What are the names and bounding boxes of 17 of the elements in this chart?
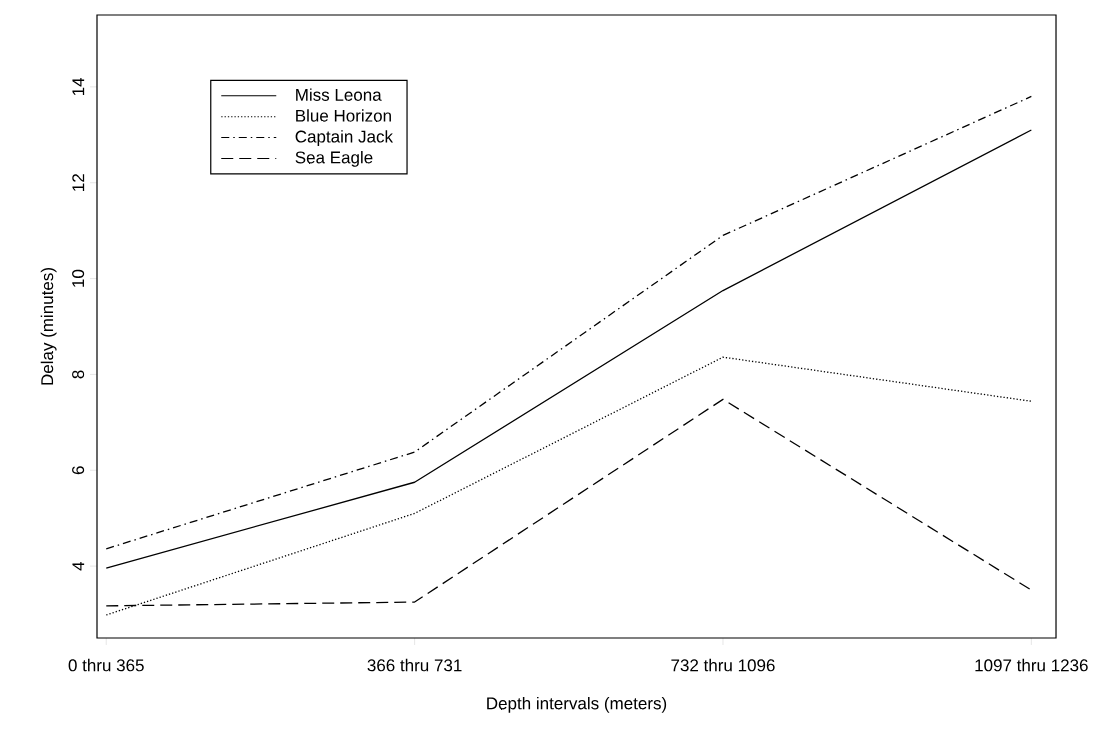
- legend-label: Captain Jack: [295, 130, 394, 146]
- line-series: [105, 356, 1032, 616]
- x-tick-label: 732 thru 1096: [671, 658, 775, 672]
- x-axis-title: Depth intervals (meters): [487, 696, 667, 713]
- y-tick-label: 4: [72, 561, 85, 571]
- legend-label: Blue Horizon: [296, 109, 391, 122]
- y-tick-label: 10: [72, 269, 85, 287]
- x-tick-label: 0 thru 365: [68, 658, 144, 672]
- legend-label: Miss Leona: [296, 88, 382, 101]
- x-tick-label: 366 thru 731: [367, 658, 462, 672]
- legend-label: Sea Eagle: [295, 151, 373, 167]
- y-tick-label: 12: [72, 174, 85, 191]
- y-tick-label: 6: [72, 466, 85, 475]
- y-tick-label: 8: [72, 370, 85, 379]
- y-tick-label: 14: [72, 77, 85, 96]
- x-tick-label: 1097 thru 1236: [975, 658, 1088, 672]
- y-axis-title: Delay (minutes): [40, 268, 57, 385]
